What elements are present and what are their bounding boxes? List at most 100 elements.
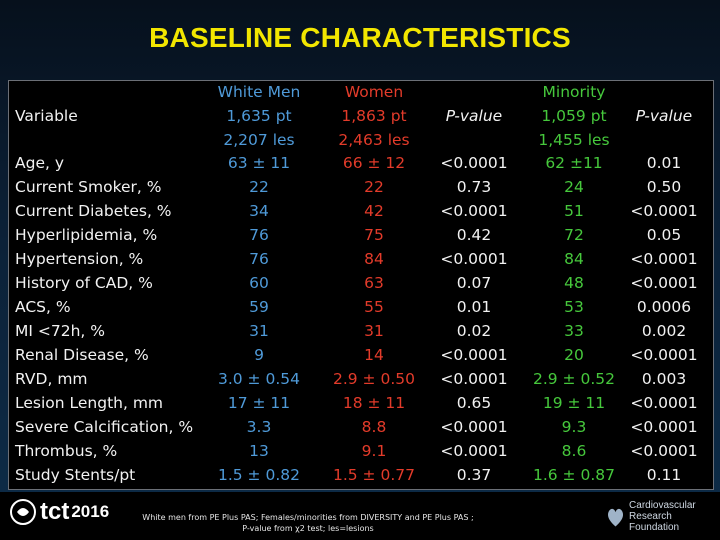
crf-line-2: Research Foundation	[629, 511, 680, 533]
cell-minority: 19 ± 11	[542, 394, 606, 412]
row-label: Lesion Length, mm	[15, 394, 164, 412]
cell-pvalue-2: <0.0001	[630, 274, 698, 292]
cell-women: 1.5 ± 0.77	[332, 466, 415, 484]
cell-women: 18 ± 11	[342, 394, 406, 412]
cell-pvalue-1: 0.65	[456, 394, 492, 412]
cell-pvalue-2: <0.0001	[630, 418, 698, 436]
cell-minority: 62 ±11	[545, 154, 603, 172]
row-label: Renal Disease, %	[15, 346, 149, 364]
tct-swirl-icon	[10, 499, 36, 525]
cell-white-men: 17 ± 11	[227, 394, 291, 412]
cell-minority: 20	[564, 346, 584, 364]
cell-minority: 84	[564, 250, 584, 268]
row-label: Hypertension, %	[15, 250, 144, 268]
cell-pvalue-2: 0.05	[646, 226, 682, 244]
cell-white-men: 34	[249, 202, 269, 220]
cell-pvalue-2: 0.003	[641, 370, 687, 388]
cell-women: 42	[364, 202, 384, 220]
row-label: Current Diabetes, %	[15, 202, 172, 220]
row-label: Severe Calcification, %	[15, 418, 194, 436]
cell-pvalue-2: <0.0001	[630, 202, 698, 220]
cell-pvalue-2: 0.11	[646, 466, 682, 484]
cell-women: 2.9 ± 0.50	[332, 370, 415, 388]
cell-women: 9.1	[361, 442, 387, 460]
slide-title: BASELINE CHARACTERISTICS	[149, 22, 571, 53]
cell-pvalue-1: 0.01	[456, 298, 492, 316]
row-label: Hyperlipidemia, %	[15, 226, 158, 244]
cell-minority: 9.3	[561, 418, 587, 436]
cell-pvalue-2: <0.0001	[630, 394, 698, 412]
header-minority: Minority 1,059 pt 1,455 les	[538, 83, 610, 149]
footnote-line-1: White men from PE Plus PAS; Females/mino…	[142, 513, 474, 522]
cell-white-men: 31	[249, 322, 269, 340]
cell-minority: 1.6 ± 0.87	[532, 466, 615, 484]
footer-bar: tct 2016 White men from PE Plus PAS; Fem…	[0, 492, 720, 540]
tct-logo: tct 2016	[10, 498, 109, 526]
row-label: MI <72h, %	[15, 322, 105, 340]
cell-women: 31	[364, 322, 384, 340]
row-label: Age, y	[15, 154, 65, 172]
cell-pvalue-1: 0.07	[456, 274, 492, 292]
row-label: Study Stents/pt	[15, 466, 136, 484]
cell-white-men: 59	[249, 298, 269, 316]
crf-heart-icon	[608, 508, 624, 527]
cell-white-men: 9	[254, 346, 264, 364]
footnote: White men from PE Plus PAS; Females/mino…	[128, 512, 488, 534]
cell-pvalue-1: 0.73	[456, 178, 492, 196]
cell-white-men: 1.5 ± 0.82	[217, 466, 300, 484]
cell-women: 8.8	[361, 418, 387, 436]
cell-white-men: 22	[249, 178, 269, 196]
cell-pvalue-2: 0.50	[646, 178, 682, 196]
tct-logo-text: tct	[40, 498, 70, 525]
cell-pvalue-2: <0.0001	[630, 346, 698, 364]
cell-white-men: 76	[249, 250, 269, 268]
cell-pvalue-1: <0.0001	[440, 418, 508, 436]
cell-pvalue-1: <0.0001	[440, 250, 508, 268]
cell-women: 66 ± 12	[342, 154, 406, 172]
cell-women: 14	[364, 346, 384, 364]
cell-minority: 8.6	[561, 442, 587, 460]
cell-minority: 48	[564, 274, 584, 292]
cell-minority: 24	[564, 178, 584, 196]
row-label: Current Smoker, %	[15, 178, 162, 196]
header-white-men: White Men 1,635 pt 2,207 les	[217, 83, 301, 149]
cell-pvalue-2: 0.0006	[636, 298, 692, 316]
header-women: Women 1,863 pt 2,463 les	[338, 83, 410, 149]
cell-minority: 33	[564, 322, 584, 340]
cell-pvalue-2: <0.0001	[630, 250, 698, 268]
cell-pvalue-1: <0.0001	[440, 346, 508, 364]
cell-pvalue-2: <0.0001	[630, 442, 698, 460]
footnote-line-2: P-value from χ2 test; les=lesions	[242, 524, 374, 533]
row-label: Thrombus, %	[15, 442, 118, 460]
cell-pvalue-1: <0.0001	[440, 442, 508, 460]
cell-white-men: 3.0 ± 0.54	[217, 370, 300, 388]
row-label: History of CAD, %	[15, 274, 153, 292]
cell-minority: 2.9 ± 0.52	[532, 370, 615, 388]
table-panel: Variable White Men 1,635 pt 2,207 les Wo…	[8, 80, 714, 490]
cell-minority: 51	[564, 202, 584, 220]
cell-women: 22	[364, 178, 384, 196]
cell-white-men: 60	[249, 274, 269, 292]
header-pvalue-2: P-value	[635, 107, 693, 125]
header-variable: Variable	[15, 107, 78, 125]
cell-white-men: 76	[249, 226, 269, 244]
cell-pvalue-1: 0.42	[456, 226, 492, 244]
cell-white-men: 3.3	[246, 418, 272, 436]
cell-pvalue-2: 0.01	[646, 154, 682, 172]
cell-pvalue-1: <0.0001	[440, 202, 508, 220]
cell-minority: 53	[564, 298, 584, 316]
cell-white-men: 13	[249, 442, 269, 460]
tct-logo-year: 2016	[71, 502, 110, 521]
cell-white-men: 63 ± 11	[227, 154, 291, 172]
row-label: RVD, mm	[15, 370, 88, 388]
crf-logo: Cardiovascular Research Foundation	[606, 500, 720, 533]
cell-women: 55	[364, 298, 384, 316]
cell-women: 63	[364, 274, 384, 292]
cell-women: 75	[364, 226, 384, 244]
crf-line-1: Cardiovascular	[629, 500, 696, 511]
cell-pvalue-2: 0.002	[641, 322, 687, 340]
cell-pvalue-1: 0.37	[456, 466, 492, 484]
row-label: ACS, %	[15, 298, 71, 316]
cell-pvalue-1: 0.02	[456, 322, 492, 340]
cell-pvalue-1: <0.0001	[440, 154, 508, 172]
